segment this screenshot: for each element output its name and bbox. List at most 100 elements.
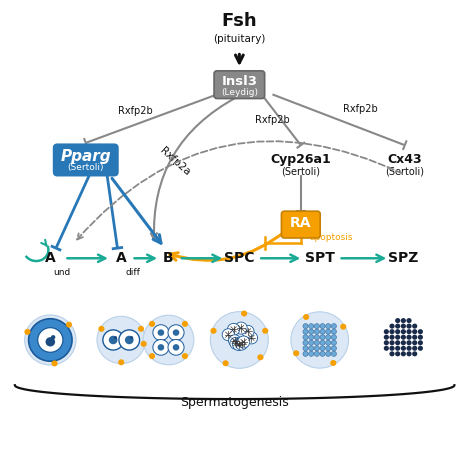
Text: Rxfp2a: Rxfp2a	[158, 145, 191, 177]
Circle shape	[25, 315, 76, 365]
Circle shape	[406, 340, 411, 345]
Circle shape	[412, 324, 417, 329]
Circle shape	[293, 350, 299, 356]
Circle shape	[390, 335, 395, 340]
Circle shape	[114, 336, 117, 339]
Circle shape	[412, 346, 417, 351]
Circle shape	[331, 324, 337, 329]
Circle shape	[309, 324, 314, 329]
Circle shape	[246, 332, 257, 344]
Circle shape	[406, 351, 411, 357]
Circle shape	[309, 329, 314, 334]
Circle shape	[395, 324, 400, 329]
Text: Rxfp2b: Rxfp2b	[118, 106, 153, 116]
Circle shape	[99, 326, 104, 332]
Circle shape	[418, 335, 423, 340]
Circle shape	[320, 324, 325, 329]
Circle shape	[401, 335, 406, 340]
Circle shape	[38, 328, 63, 352]
Circle shape	[390, 351, 395, 357]
Circle shape	[141, 341, 147, 347]
Circle shape	[390, 346, 395, 351]
Circle shape	[395, 346, 400, 351]
Circle shape	[173, 344, 179, 350]
Circle shape	[412, 351, 417, 357]
Text: Insl3: Insl3	[221, 75, 257, 88]
Circle shape	[24, 329, 30, 335]
Circle shape	[418, 329, 423, 334]
Circle shape	[401, 318, 406, 323]
Text: A: A	[45, 251, 55, 265]
Text: A: A	[116, 251, 127, 265]
Text: SPT: SPT	[305, 251, 335, 265]
FancyBboxPatch shape	[54, 144, 118, 175]
Circle shape	[118, 359, 124, 365]
Circle shape	[303, 329, 308, 334]
Circle shape	[182, 353, 188, 359]
Circle shape	[401, 340, 406, 345]
Circle shape	[303, 335, 308, 340]
Circle shape	[230, 338, 242, 349]
Text: Rxfp2b: Rxfp2b	[343, 104, 377, 114]
Circle shape	[320, 329, 325, 334]
Circle shape	[395, 335, 400, 340]
Circle shape	[51, 335, 55, 339]
Circle shape	[314, 340, 319, 345]
Circle shape	[390, 329, 395, 334]
Text: Cx43: Cx43	[387, 152, 422, 166]
Circle shape	[262, 328, 268, 334]
Text: B: B	[163, 251, 174, 265]
Circle shape	[303, 340, 308, 345]
Text: Fsh: Fsh	[221, 13, 257, 31]
Circle shape	[257, 354, 264, 360]
Circle shape	[326, 346, 331, 351]
Circle shape	[395, 351, 400, 357]
Circle shape	[125, 336, 134, 344]
Circle shape	[314, 329, 319, 334]
Circle shape	[401, 324, 406, 329]
Text: SPZ: SPZ	[388, 251, 419, 265]
Text: apoptosis: apoptosis	[310, 232, 353, 242]
Circle shape	[326, 329, 331, 334]
Circle shape	[168, 325, 184, 340]
Circle shape	[320, 340, 325, 345]
Circle shape	[326, 340, 331, 345]
Circle shape	[320, 346, 325, 351]
Circle shape	[119, 330, 139, 350]
Circle shape	[406, 346, 411, 351]
Circle shape	[331, 335, 337, 340]
Circle shape	[384, 340, 389, 345]
Circle shape	[406, 324, 411, 329]
Circle shape	[303, 314, 309, 320]
Text: diff: diff	[126, 268, 140, 276]
Text: Cyp26a1: Cyp26a1	[271, 152, 331, 166]
Circle shape	[173, 329, 179, 336]
Circle shape	[309, 335, 314, 340]
Circle shape	[412, 340, 417, 345]
Text: Pparg: Pparg	[61, 149, 111, 164]
Circle shape	[210, 312, 268, 368]
Circle shape	[222, 360, 228, 366]
Text: Rxfp2b: Rxfp2b	[255, 115, 290, 125]
Circle shape	[418, 346, 423, 351]
Circle shape	[130, 336, 133, 339]
Circle shape	[153, 339, 169, 355]
Circle shape	[331, 340, 337, 345]
Circle shape	[395, 329, 400, 334]
Text: SPC: SPC	[224, 251, 255, 265]
Circle shape	[157, 329, 164, 336]
Circle shape	[153, 325, 169, 340]
Circle shape	[320, 335, 325, 340]
Circle shape	[309, 346, 314, 351]
Circle shape	[66, 322, 72, 328]
Circle shape	[309, 340, 314, 345]
Circle shape	[228, 323, 240, 335]
Circle shape	[390, 340, 395, 345]
Text: (Sertoli): (Sertoli)	[385, 167, 424, 176]
Circle shape	[395, 340, 400, 345]
FancyBboxPatch shape	[282, 211, 320, 238]
Circle shape	[331, 346, 337, 351]
Circle shape	[97, 316, 146, 363]
Circle shape	[210, 328, 217, 334]
Circle shape	[291, 312, 348, 368]
